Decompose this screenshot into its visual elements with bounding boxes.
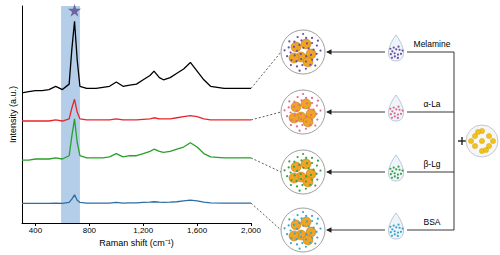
- svg-text:1,200: 1,200: [133, 226, 154, 235]
- svg-text:1,600: 1,600: [187, 226, 208, 235]
- svg-text:2,000: 2,000: [241, 226, 262, 235]
- svg-text:Melamine: Melamine: [414, 39, 451, 49]
- svg-text:800: 800: [83, 226, 97, 235]
- svg-text:400: 400: [29, 226, 43, 235]
- svg-text:Intensity (a.u.): Intensity (a.u.): [8, 86, 18, 143]
- svg-text:Raman shift (cm⁻¹): Raman shift (cm⁻¹): [99, 238, 174, 248]
- svg-text:α-La: α-La: [423, 99, 440, 109]
- svg-text:β-Lg: β-Lg: [423, 159, 440, 169]
- svg-text:BSA: BSA: [423, 217, 440, 227]
